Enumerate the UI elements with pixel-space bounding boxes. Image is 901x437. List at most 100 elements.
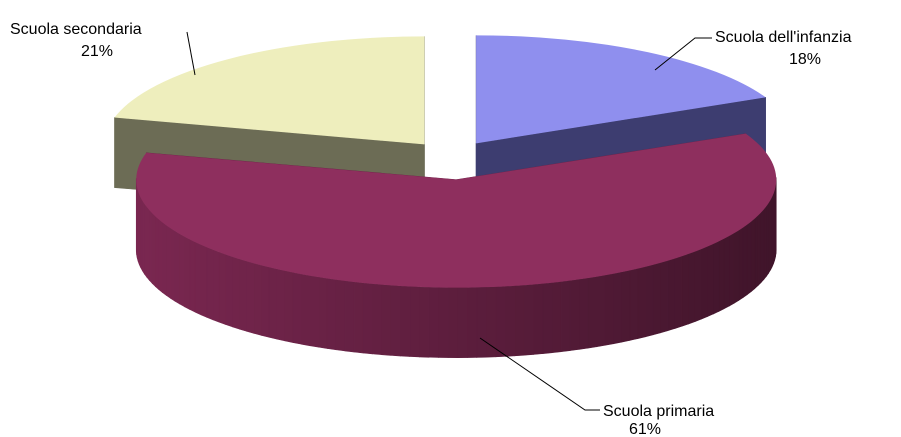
slice-side [253,262,262,336]
slice-side [146,206,150,282]
slice-side [750,217,756,293]
slice-side [225,254,233,328]
slice-side [419,286,430,358]
leader-line [479,337,600,411]
slice-side [174,230,180,305]
slice-side [613,271,622,345]
slice-side [400,285,411,357]
slice-side [179,233,185,308]
slice-side [301,273,311,347]
slice-side [701,246,708,320]
slice-side [667,258,676,332]
slice-side [372,283,382,356]
slice-side [621,270,631,343]
leader-line [654,37,712,71]
slice-side [218,251,227,326]
slice-side [596,274,606,348]
slice-side [637,266,646,339]
slice-side [268,266,278,340]
slice-side [390,285,401,357]
slice-top [114,36,425,145]
slice-side [362,282,373,355]
slice-side [155,215,160,291]
slice-side [718,238,725,312]
slice-side [212,249,220,323]
slice-side [514,284,525,357]
slice-side [729,232,735,307]
slice-side [578,277,589,350]
slice-side [457,287,468,358]
slice-side [542,282,553,354]
slice-side [284,270,294,343]
slice-side [438,287,449,358]
slice-side [604,273,614,346]
slice-side [335,279,346,352]
slice-side [200,244,208,318]
slice-side [712,240,720,315]
slice-side [151,212,156,288]
slice-side [246,260,255,334]
slice-side [733,229,740,304]
leader-line [186,31,196,76]
slice-side [318,276,328,349]
slice-side [587,276,597,349]
slice-side [170,227,176,302]
slice-label: Scuola secondaria [10,21,142,38]
slice-side [292,272,302,345]
slice-side [533,283,544,355]
slice-side [660,260,669,334]
slice-side [551,281,562,354]
slice-side [309,275,319,348]
slice-side [162,221,167,297]
slice-side [523,284,534,356]
slice-value-label: 61% [629,421,661,437]
pie-slice [135,133,777,358]
slice-side [276,268,286,342]
slice-side [723,235,730,310]
slice-side [495,286,506,358]
slice-side [746,220,752,296]
slice-side [681,253,689,327]
slice-side [428,286,439,358]
slice-side [694,248,702,322]
slice-side [760,208,765,284]
slice-label: Scuola primaria [603,403,714,420]
slice-side [766,202,769,278]
slice-side [466,287,478,358]
slice-side [344,280,355,353]
slice-value-label: 21% [81,43,113,60]
slice-side [674,255,683,329]
slice-side [409,286,420,358]
slice-side [194,241,202,316]
slice-side [652,262,661,336]
slice-label: Scuola dell'infanzia [715,29,852,46]
slice-side [738,226,744,301]
slice-top [476,35,766,144]
slice-side [326,278,337,351]
slice-side [166,224,171,299]
slice-side [763,205,767,281]
slice-side [158,218,163,294]
slice-side [569,279,580,351]
slice-side [239,258,247,332]
slice-side [144,203,148,279]
slice-side [688,251,696,325]
slice-side [142,199,145,276]
slice-side [232,256,240,330]
slice-value-label: 18% [789,51,821,68]
slice-side [381,284,392,356]
slice-side [149,209,153,285]
slice-side [629,268,639,341]
slice-side [645,264,654,338]
slice-side [754,214,759,290]
slice-side [261,264,270,338]
slice-side [189,238,196,313]
slice-top [136,133,777,288]
slice-side [757,211,762,287]
slice-side [476,286,487,358]
slice-side [353,281,364,354]
slice-side [742,223,748,299]
slice-side [707,243,714,318]
slice-side [505,285,516,357]
